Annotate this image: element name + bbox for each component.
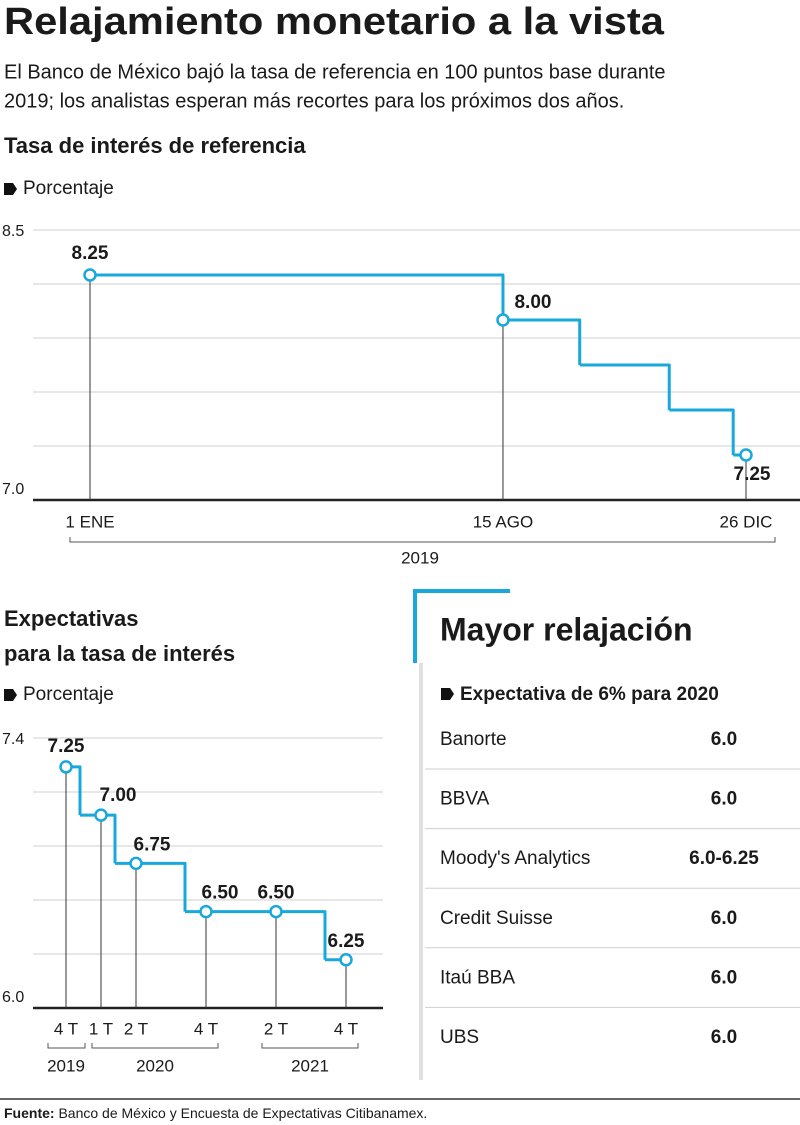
step-segment	[66, 765, 82, 816]
x-tick-label: 2 T	[264, 1019, 288, 1038]
point-marker	[496, 313, 510, 327]
value-label: 7.00	[100, 785, 137, 806]
row-name: Credit Suisse	[440, 908, 553, 929]
year-bracket	[261, 1043, 359, 1049]
row-value: 6.0-6.25	[689, 848, 759, 869]
value-label: 6.75	[134, 834, 171, 855]
bullet-icon	[4, 183, 17, 195]
row-name: UBS	[440, 1027, 479, 1048]
x-tick-label: 1 ENE	[65, 512, 114, 531]
step-segment	[290, 910, 327, 960]
row-value: 6.0	[711, 967, 737, 988]
row-value: 6.0	[711, 729, 737, 750]
value-label: 7.25	[734, 464, 771, 485]
subtitle-line: 2019; los analistas esperan más recortes…	[4, 90, 624, 112]
table-title: Mayor relajación	[440, 611, 693, 647]
row-value: 6.0	[711, 908, 737, 929]
point-marker	[739, 448, 753, 462]
year-bracket	[91, 1043, 219, 1049]
year-bracket	[69, 537, 776, 543]
row-name: BBVA	[440, 789, 490, 810]
bullet-icon	[441, 688, 454, 700]
step-segment	[579, 363, 671, 410]
accent-bar	[415, 589, 510, 593]
year-label: 2021	[291, 1056, 329, 1075]
x-tick-label: 15 AGO	[473, 512, 533, 531]
y-tick-label: 6.0	[2, 989, 24, 1006]
point-marker	[83, 268, 97, 282]
year-label: 2019	[47, 1056, 85, 1075]
y-axis-label: Porcentaje	[23, 684, 114, 705]
row-value: 6.0	[711, 789, 737, 810]
chart-title: para la tasa de interés	[4, 641, 235, 666]
step-segment	[80, 813, 117, 864]
year-label: 2020	[136, 1056, 174, 1075]
row-name: Itaú BBA	[440, 967, 515, 988]
table-subtitle: Expectativa de 6% para 2020	[460, 684, 719, 705]
value-label: 8.00	[514, 292, 551, 313]
title: Relajamiento monetario a la vista	[4, 1, 665, 43]
point-marker	[199, 904, 213, 919]
step-segment	[150, 861, 187, 912]
value-label: 6.25	[328, 931, 365, 952]
subtitle-line: El Banco de México bajó la tasa de refer…	[4, 61, 666, 83]
x-tick-label: 26 DIC	[720, 512, 773, 531]
chart-title: Tasa de interés de referencia	[4, 133, 306, 158]
point-marker	[129, 856, 143, 871]
row-name: Moody's Analytics	[440, 848, 590, 869]
point-marker	[59, 760, 73, 774]
row-value: 6.0	[711, 1027, 737, 1048]
year-label: 2019	[401, 548, 439, 567]
step-segment	[502, 318, 582, 365]
value-label: 8.25	[72, 243, 109, 264]
source-label: Fuente:	[4, 1105, 55, 1121]
y-tick-label: 7.4	[2, 731, 24, 748]
footer: Fuente: Banco de México y Encuesta de Ex…	[4, 1105, 427, 1121]
x-tick-label: 4 T	[194, 1019, 218, 1038]
point-marker	[339, 953, 353, 967]
accent-bar	[413, 589, 417, 663]
value-label: 7.25	[48, 736, 85, 757]
source: Banco de México y Encuesta de Expectativ…	[58, 1105, 427, 1121]
y-axis-label: Porcentaje	[23, 178, 114, 199]
y-tick-label: 7.0	[2, 481, 24, 498]
x-tick-label: 4 T	[334, 1019, 358, 1038]
chart-title: Expectativas	[4, 606, 139, 631]
step-segment	[90, 273, 505, 320]
x-tick-label: 1 T	[89, 1019, 113, 1038]
value-label: 6.50	[258, 883, 295, 904]
x-tick-label: 4 T	[54, 1019, 78, 1038]
panel-border	[419, 663, 423, 1080]
bullet-icon	[4, 689, 17, 701]
row-name: Banorte	[440, 729, 507, 750]
point-marker	[94, 808, 108, 822]
step-segment	[669, 408, 735, 455]
x-tick-label: 2 T	[124, 1019, 148, 1038]
value-label: 6.50	[202, 883, 239, 904]
y-tick-label: 8.5	[2, 223, 24, 240]
year-bracket	[47, 1043, 86, 1049]
point-marker	[269, 904, 283, 919]
